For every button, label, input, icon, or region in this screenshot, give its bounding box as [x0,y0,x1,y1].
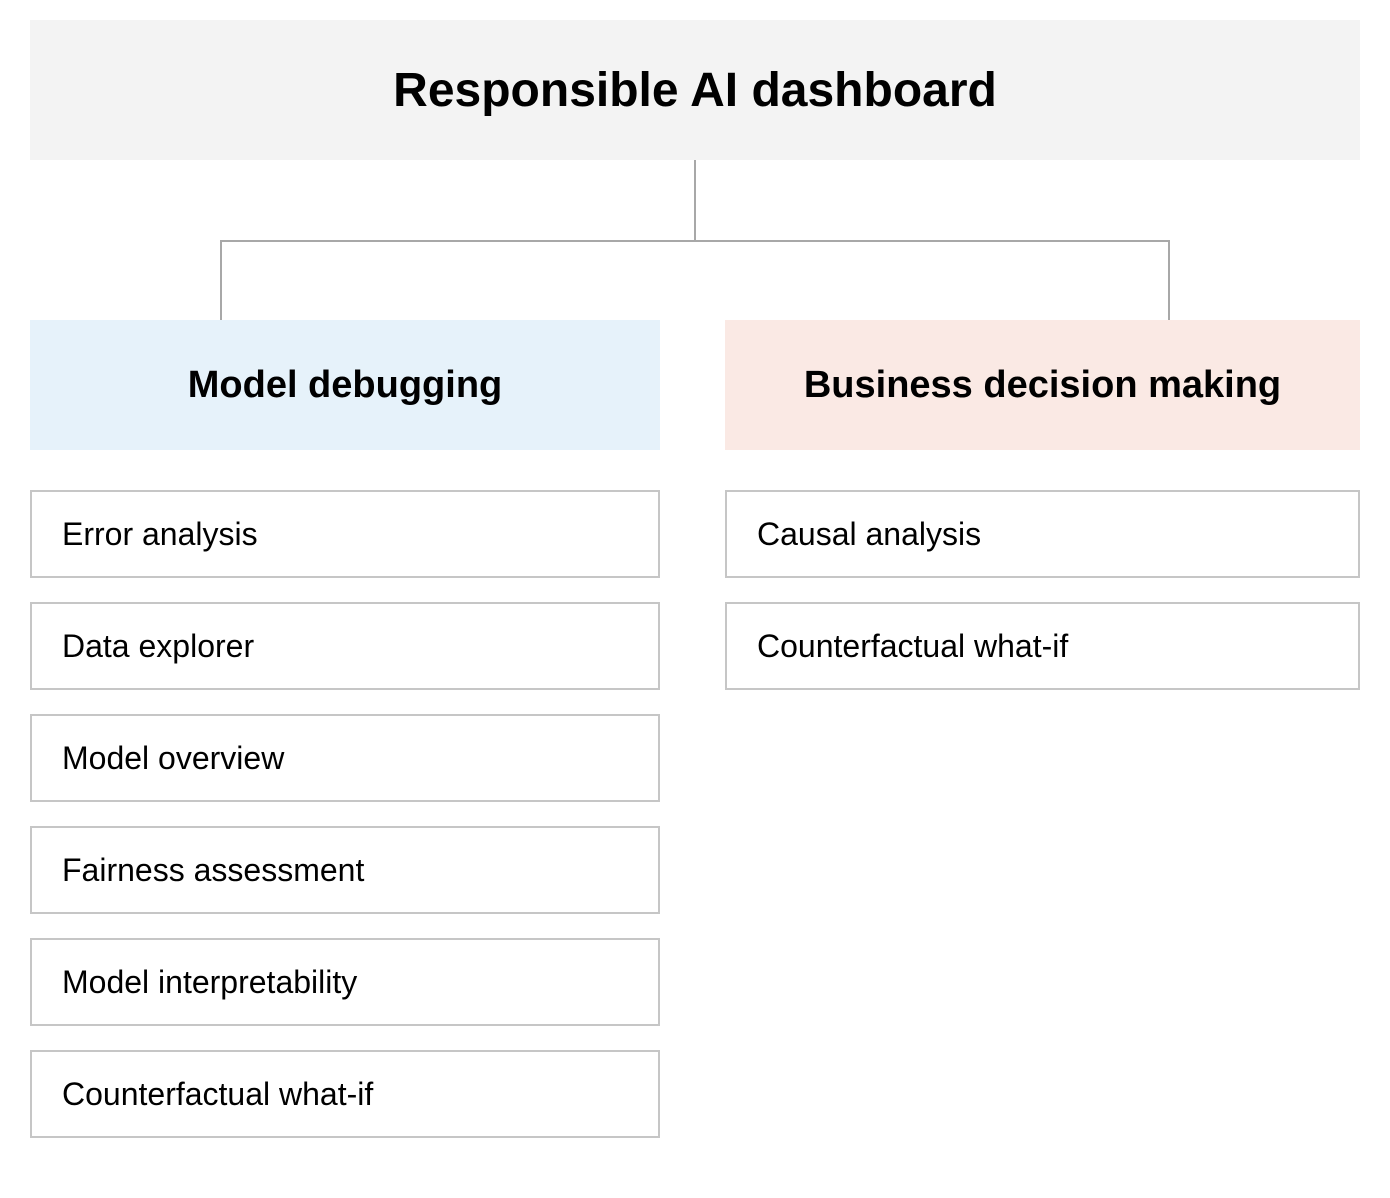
item-fairness-assessment: Fairness assessment [30,826,660,914]
item-label: Counterfactual what-if [62,1076,373,1113]
root-label: Responsible AI dashboard [393,63,997,118]
item-label: Model overview [62,740,284,777]
item-counterfactual-what-if-left: Counterfactual what-if [30,1050,660,1138]
item-data-explorer: Data explorer [30,602,660,690]
branch-header-model-debugging: Model debugging [30,320,660,450]
item-counterfactual-what-if-right: Counterfactual what-if [725,602,1360,690]
branch-label: Model debugging [188,364,503,407]
branch-header-business-decision-making: Business decision making [725,320,1360,450]
item-label: Counterfactual what-if [757,628,1068,665]
item-model-overview: Model overview [30,714,660,802]
connector-right-vertical [1168,240,1170,320]
connector-root-vertical [694,160,696,240]
item-label: Data explorer [62,628,254,665]
item-label: Error analysis [62,516,258,553]
item-label: Fairness assessment [62,852,364,889]
item-causal-analysis: Causal analysis [725,490,1360,578]
branch-label: Business decision making [804,364,1281,407]
item-error-analysis: Error analysis [30,490,660,578]
item-model-interpretability: Model interpretability [30,938,660,1026]
item-label: Causal analysis [757,516,981,553]
connector-left-vertical [220,240,222,320]
root-node: Responsible AI dashboard [30,20,1360,160]
connector-horizontal [220,240,1170,242]
item-label: Model interpretability [62,964,357,1001]
